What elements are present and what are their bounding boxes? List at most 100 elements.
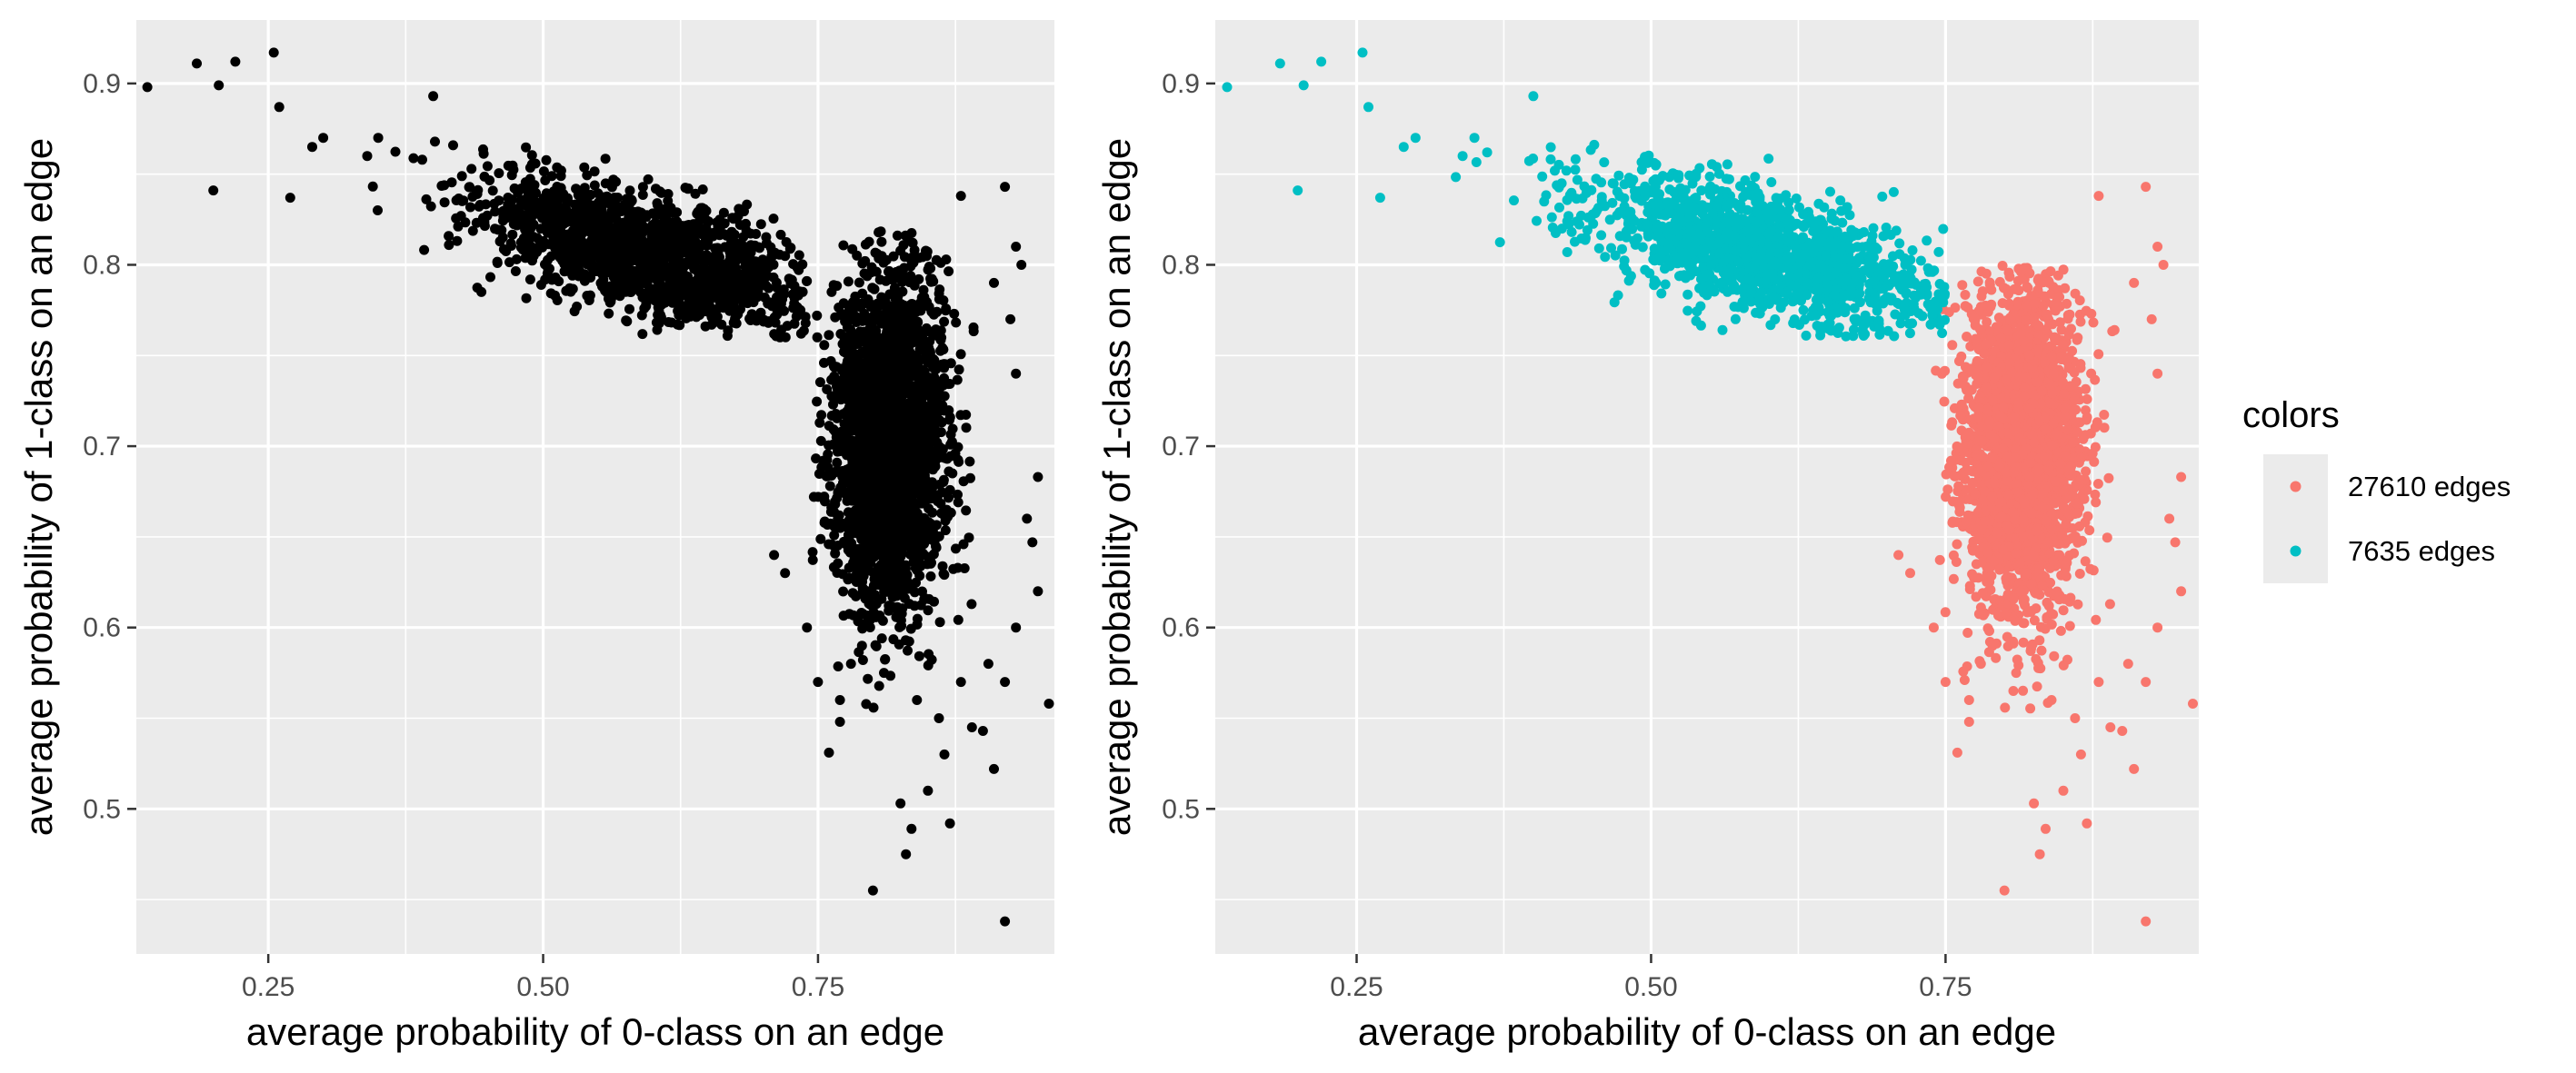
left-data-point (921, 323, 932, 333)
left-data-point (674, 257, 684, 267)
left-data-point (734, 249, 745, 260)
left-data-point (822, 384, 833, 394)
right-data-point (1960, 290, 1971, 300)
right-data-point (2035, 663, 2046, 674)
left-data-point (847, 528, 857, 539)
left-data-point (887, 468, 898, 479)
left-data-point (452, 235, 463, 246)
left-data-point (492, 258, 503, 268)
left-data-point (989, 277, 999, 288)
left-data-point (541, 188, 552, 199)
left-data-point (843, 574, 854, 585)
left-y-axis: 0.50.60.70.80.9 (83, 69, 136, 824)
left-data-point (859, 268, 870, 279)
left-data-point (838, 432, 849, 442)
left-data-point (940, 305, 951, 316)
left-data-point (813, 677, 824, 688)
left-data-point (596, 207, 607, 218)
left-data-point (507, 229, 518, 240)
left-data-point (875, 442, 886, 452)
left-data-point (230, 56, 241, 67)
left-data-point (884, 414, 894, 425)
left-data-point (955, 677, 966, 688)
left-data-point (917, 532, 928, 542)
left-data-point (940, 525, 951, 536)
left-data-point (933, 496, 943, 507)
left-data-point (888, 634, 899, 645)
left-data-point (912, 695, 923, 705)
left-y-tick-label: 0.7 (83, 432, 121, 462)
left-data-point (664, 201, 674, 212)
left-data-point (861, 483, 872, 494)
left-data-point (421, 194, 432, 204)
left-data-point (532, 246, 543, 257)
left-data-point (541, 154, 552, 165)
left-data-point (208, 185, 219, 196)
left-data-point (914, 431, 925, 442)
left-data-point (854, 277, 864, 288)
left-data-point (701, 223, 712, 233)
left-data-point (729, 229, 740, 240)
left-data-point (652, 228, 663, 239)
left-data-point (876, 365, 887, 376)
left-data-point (833, 661, 844, 671)
left-data-point (924, 262, 934, 272)
left-data-point (909, 445, 920, 456)
left-data-point (526, 150, 537, 161)
left-data-point (784, 243, 795, 254)
left-data-point (924, 649, 934, 660)
left-data-point (951, 317, 962, 328)
left-data-point (768, 272, 779, 283)
left-data-point (927, 477, 937, 488)
left-data-point (587, 260, 598, 271)
left-data-point (466, 164, 477, 174)
left-data-point (506, 170, 517, 181)
left-data-point (446, 177, 457, 188)
left-data-point (606, 182, 617, 193)
left-data-point (872, 487, 883, 498)
left-data-point (451, 213, 462, 224)
left-data-point (1011, 242, 1022, 252)
left-data-point (582, 170, 593, 181)
left-data-point (724, 305, 735, 316)
left-data-point (925, 571, 936, 581)
left-data-point (723, 325, 734, 336)
left-data-point (849, 506, 860, 517)
left-data-point (482, 210, 493, 221)
left-data-point (904, 599, 914, 610)
left-data-point (868, 385, 879, 396)
left-data-point (622, 316, 633, 327)
right-data-point (1940, 607, 1951, 618)
left-data-point (476, 286, 487, 297)
left-data-point (657, 286, 668, 297)
left-data-point (497, 232, 508, 243)
left-data-point (832, 281, 843, 292)
left-data-point (538, 199, 549, 210)
left-data-point (926, 273, 937, 284)
left-data-point (868, 608, 879, 619)
left-data-point (142, 82, 153, 93)
left-data-point (893, 527, 904, 538)
left-data-point (745, 228, 756, 239)
left-data-point (543, 263, 554, 273)
left-data-point (857, 582, 868, 593)
left-data-point (912, 613, 923, 624)
left-y-tick-label: 0.5 (83, 794, 121, 824)
left-data-point (775, 229, 786, 240)
left-data-point (307, 142, 317, 153)
left-data-point (865, 323, 876, 333)
left-data-point (832, 457, 843, 468)
left-data-point (832, 568, 843, 578)
left-data-point (524, 274, 535, 285)
left-data-point (850, 311, 861, 322)
left-data-point (955, 349, 966, 360)
left-data-point (581, 243, 592, 253)
left-data-point (637, 329, 648, 340)
left-data-point (869, 283, 880, 294)
right-data-point (2018, 685, 2029, 696)
left-data-point (703, 298, 714, 309)
left-data-point (824, 481, 835, 492)
left-data-point (840, 316, 851, 327)
left-data-point (1000, 677, 1011, 688)
left-data-point (824, 330, 834, 341)
